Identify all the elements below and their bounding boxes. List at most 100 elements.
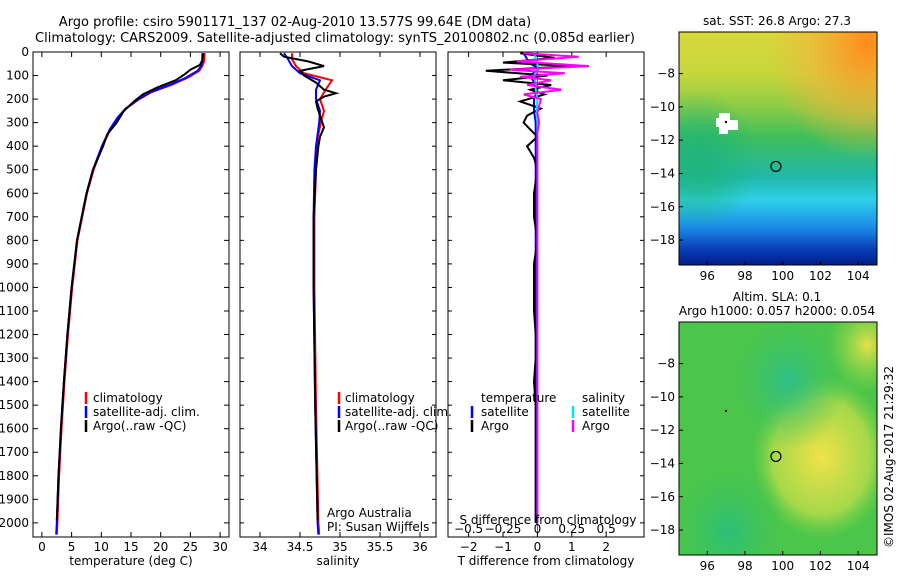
x-tick-label: 0	[534, 540, 542, 554]
plot-frame	[239, 51, 437, 538]
temperature-legend: climatology satellite-adj. clim. Argo(..…	[84, 391, 200, 433]
x-axis-label: temperature (deg C)	[69, 554, 192, 568]
s-tick-label: −0.25	[485, 522, 522, 536]
x-tick-label: 36	[412, 540, 427, 554]
x-tick-label: 34.5	[287, 540, 314, 554]
y-tick-label: 400	[6, 139, 29, 153]
sst-green-patch	[679, 32, 877, 265]
map-y-tick-label: −12	[650, 423, 675, 437]
series-line-argo-raw-qc-	[279, 52, 340, 521]
sst-map-title: sat. SST: 26.8 Argo: 27.3	[703, 14, 851, 28]
annotation-pi: PI: Susan Wijffels	[327, 520, 429, 534]
map-y-tick-label: −16	[650, 200, 675, 214]
map-x-tick-label: 98	[737, 559, 752, 573]
map-x-tick-label: 100	[771, 269, 794, 283]
y-tick-label: 1800	[0, 469, 29, 483]
x-tick-label: 35.5	[367, 540, 394, 554]
y-tick-label: 0	[21, 45, 29, 59]
legend-satellite: satellite-adj. clim.	[93, 405, 200, 419]
legend-climatology: climatology	[93, 391, 163, 405]
y-tick-label: 1200	[0, 328, 29, 342]
plot-frame	[447, 51, 645, 538]
y-tick-label: 1500	[0, 398, 29, 412]
map-x-tick-label: 98	[737, 269, 752, 283]
map-y-tick-label: −8	[657, 67, 675, 81]
sla-map-axes: 96 98 100 102 104 −8 −10 −12 −14 −16 −18	[650, 357, 870, 573]
difference-legend: temperature satellite Argo salinity sate…	[460, 391, 637, 527]
y-tick-label: 700	[6, 210, 29, 224]
legend-s-argo: Argo	[582, 419, 610, 433]
x-tick-label: 1	[568, 540, 576, 554]
map-x-tick-label: 102	[809, 269, 832, 283]
annotation-argo-australia: Argo Australia	[327, 506, 412, 520]
map-y-tick-label: −12	[650, 133, 675, 147]
header-line1: Argo profile: csiro 5901171_137 02-Aug-2…	[59, 15, 531, 30]
y-tick-label: 300	[6, 116, 29, 130]
map-y-tick-label: −14	[650, 456, 675, 470]
map-y-tick-label: −8	[657, 357, 675, 371]
y-tick-label: 1600	[0, 422, 29, 436]
y-tick-label: 100	[6, 69, 29, 83]
credit-text: ©IMOS 02-Aug-2017 21:29:32	[882, 366, 896, 548]
sla-map	[678, 321, 878, 556]
map-x-tick-label: 104	[847, 559, 870, 573]
legend-temperature-title: temperature	[481, 391, 556, 405]
x-tick-label: 10	[94, 540, 109, 554]
s-tick-label: 0.5	[597, 522, 616, 536]
y-tick-label: 900	[6, 257, 29, 271]
x-tick-label: 0	[38, 540, 46, 554]
x-tick-label: −1	[494, 540, 512, 554]
x-tick-label: 35	[332, 540, 347, 554]
legend-argo: Argo(..raw -QC)	[93, 419, 186, 433]
y-tick-label: 1000	[0, 280, 29, 294]
map-x-tick-label: 102	[809, 559, 832, 573]
x-tick-label: 5	[68, 540, 76, 554]
y-tick-label: 1300	[0, 351, 29, 365]
sst-map	[678, 31, 878, 266]
sla-map-title: Altim. SLA: 0.1	[733, 290, 821, 304]
x-tick-label: 34	[252, 540, 267, 554]
sla-map-subtitle: Argo h1000: 0.057 h2000: 0.054	[679, 304, 875, 318]
sst-cloud-mask	[716, 113, 738, 134]
sst-map-axes: 96 98 100 102 104 −8 −10 −12 −14 −16 −18	[650, 67, 870, 283]
y-tick-label: 500	[6, 163, 29, 177]
map-x-tick-label: 100	[771, 559, 794, 573]
x-tick-label: 2	[602, 540, 610, 554]
map-y-tick-label: −18	[650, 523, 675, 537]
y-tick-label: 800	[6, 233, 29, 247]
legend-t-argo: Argo	[481, 419, 509, 433]
legend-salinity-title: salinity	[582, 391, 625, 405]
map-y-tick-label: −10	[650, 100, 675, 114]
s-tick-label: 0.25	[558, 522, 585, 536]
y-tick-label: 2000	[0, 516, 29, 530]
legend-s-satellite: satellite	[582, 405, 630, 419]
salinity-legend: climatology satellite-adj. clim. Argo(..…	[327, 391, 452, 534]
x-tick-label: 15	[123, 540, 138, 554]
sla-map-frame	[678, 321, 878, 556]
s-tick-label: 0	[534, 522, 542, 536]
sst-argo-position-marker	[770, 160, 782, 173]
temperature-panel: 0 5 10 15 20 25 300100200300400500600700800900…	[0, 45, 230, 568]
sla-argo-track-dot	[724, 409, 728, 413]
map-x-tick-label: 96	[700, 559, 715, 573]
sla-low-patch-sw	[679, 322, 877, 555]
s-difference-label: S difference from climatology	[460, 513, 637, 527]
x-axis-label: salinity	[316, 554, 359, 568]
s-tick-label: −0.5	[454, 522, 483, 536]
x-tick-label: −2	[460, 540, 478, 554]
x-tick-label: 30	[212, 540, 227, 554]
sst-map-frame	[678, 31, 878, 266]
map-x-tick-label: 96	[700, 269, 715, 283]
plot-frame	[32, 51, 230, 538]
legend-argo: Argo(..raw -QC)	[345, 419, 438, 433]
sla-argo-position-marker	[770, 450, 782, 463]
y-tick-label: 1400	[0, 375, 29, 389]
map-y-tick-label: −14	[650, 166, 675, 180]
map-y-tick-label: −10	[650, 390, 675, 404]
map-y-tick-label: −18	[650, 233, 675, 247]
y-tick-label: 1900	[0, 492, 29, 506]
x-axis-label: T difference from climatology	[457, 554, 635, 568]
map-x-tick-label: 104	[847, 269, 870, 283]
series-line-argo-raw-qc-	[55, 53, 205, 521]
